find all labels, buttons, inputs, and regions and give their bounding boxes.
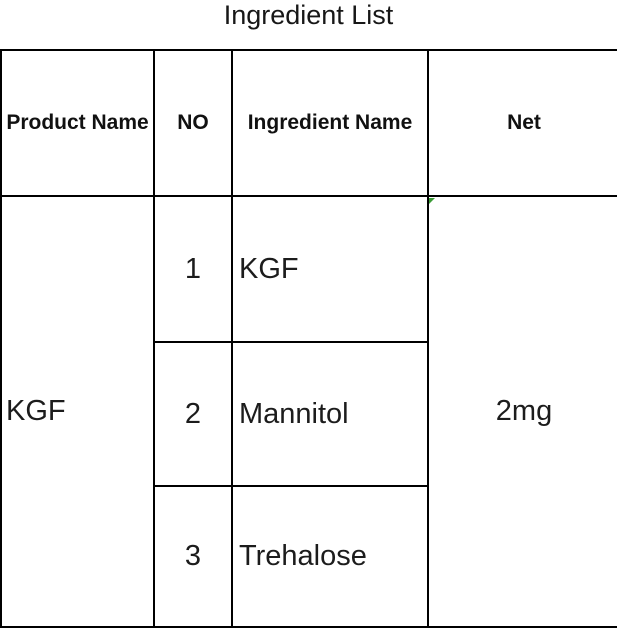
cell-row1-no: 1 — [155, 197, 233, 343]
header-ingredient-name: Ingredient Name — [233, 51, 429, 197]
ingredient-table: Product Name NO Ingredient Name Net KGF … — [0, 49, 617, 628]
cell-row3-ingredient: Trehalose — [233, 487, 429, 628]
header-no: NO — [155, 51, 233, 197]
cell-error-indicator-icon — [429, 198, 435, 204]
cell-row1-ingredient: KGF — [233, 197, 429, 343]
net-value: 2mg — [495, 395, 553, 427]
cell-product-name: KGF — [2, 197, 155, 628]
cell-row2-no: 2 — [155, 343, 233, 487]
header-product-name: Product Name — [2, 51, 155, 197]
cell-net: 2mg — [429, 197, 617, 628]
cell-row2-ingredient: Mannitol — [233, 343, 429, 487]
page-title: Ingredient List — [223, 0, 394, 30]
cell-row3-no: 3 — [155, 487, 233, 628]
header-net: Net — [429, 51, 617, 197]
